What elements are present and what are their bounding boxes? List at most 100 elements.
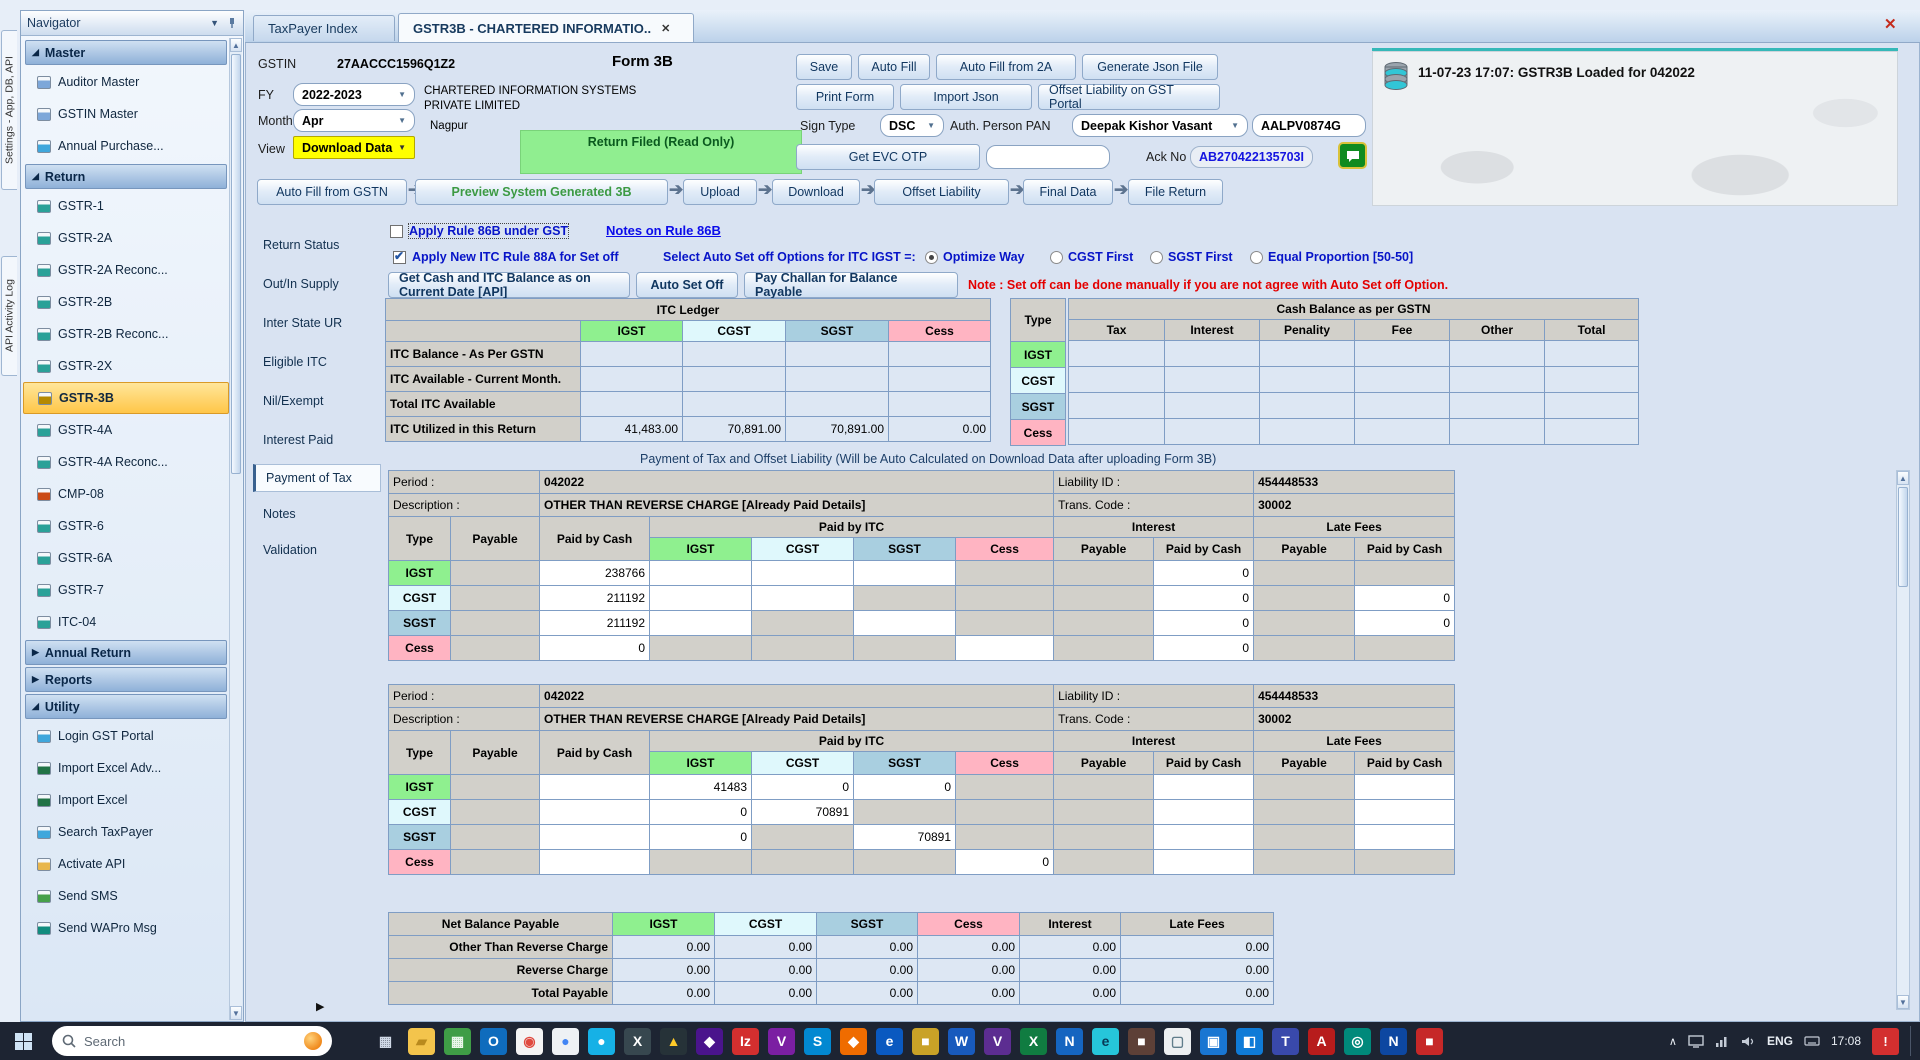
editable-cell[interactable]: 70891 (854, 825, 956, 850)
sign-type-select[interactable]: DSC▼ (880, 114, 944, 137)
taskbar-app-icon[interactable]: ▣ (1200, 1028, 1227, 1055)
editable-cell[interactable]: 0 (1154, 586, 1254, 611)
taskbar-app-icon[interactable]: e (1092, 1028, 1119, 1055)
navigator-scrollbar[interactable]: ▲ ▼ (229, 38, 242, 1020)
section-nav-nil-exempt[interactable]: Nil/Exempt (253, 387, 381, 415)
tab-close-icon[interactable]: ✕ (661, 22, 670, 35)
notes-on-rule86b-link[interactable]: Notes on Rule 86B (606, 223, 721, 238)
section-nav-interest-paid[interactable]: Interest Paid (253, 426, 381, 454)
navigator-scroll-thumb[interactable] (231, 54, 241, 474)
taskbar-app-icon[interactable]: ● (588, 1028, 615, 1055)
pay-challan-button[interactable]: Pay Challan for Balance Payable (744, 272, 958, 298)
taskbar-app-icon[interactable]: N (1056, 1028, 1083, 1055)
sidebar-item-gstr-2a[interactable]: GSTR-2A (23, 222, 229, 254)
sidebar-item-gstr-2a-reconc-[interactable]: GSTR-2A Reconc... (23, 254, 229, 286)
workflow-offset-liability-button[interactable]: Offset Liability (874, 179, 1009, 205)
main-scrollbar[interactable]: ▲ ▼ (1896, 470, 1910, 1010)
taskbar-app-icon[interactable]: ▦ (372, 1028, 399, 1055)
rule88a-checkbox[interactable] (393, 251, 406, 264)
pin-icon[interactable] (227, 17, 237, 29)
sidebar-item-send-sms[interactable]: Send SMS (23, 880, 229, 912)
taskbar-app-icon[interactable]: S (804, 1028, 831, 1055)
taskbar-app-icon[interactable]: ◧ (1236, 1028, 1263, 1055)
evc-otp-input[interactable] (986, 145, 1110, 169)
auto-set-off-button[interactable]: Auto Set Off (636, 272, 738, 298)
editable-cell[interactable]: 0 (752, 775, 854, 800)
sidebar-item-itc-04[interactable]: ITC-04 (23, 606, 229, 638)
radio-equal-proportion-50-50-[interactable] (1250, 251, 1263, 264)
workflow-upload-button[interactable]: Upload (683, 179, 757, 205)
editable-cell[interactable]: 0 (1154, 611, 1254, 636)
print-form-button[interactable]: Print Form (796, 84, 894, 110)
taskbar-app-icon[interactable]: ▢ (1164, 1028, 1191, 1055)
taskbar-search[interactable]: Search (52, 1026, 332, 1056)
tray-expand-icon[interactable]: ∧ (1669, 1035, 1677, 1048)
language-indicator[interactable]: ENG (1767, 1034, 1793, 1048)
taskbar-app-icon[interactable]: ● (552, 1028, 579, 1055)
auto-fill-button[interactable]: Auto Fill (858, 54, 930, 80)
scroll-up-icon[interactable]: ▲ (1897, 471, 1909, 485)
editable-cell[interactable]: 0 (1154, 636, 1254, 661)
editable-cell[interactable] (1154, 825, 1254, 850)
api-activity-log-vertical-tab[interactable]: API Activity Log (1, 256, 17, 376)
section-nav-eligible-itc[interactable]: Eligible ITC (253, 348, 381, 376)
tab-taxpayer-index[interactable]: TaxPayer Index (253, 15, 395, 41)
auth-person-select[interactable]: Deepak Kishor Vasant▼ (1072, 114, 1248, 137)
scroll-up-icon[interactable]: ▲ (230, 38, 242, 52)
editable-cell[interactable]: 0 (956, 850, 1054, 875)
sidebar-item-import-excel[interactable]: Import Excel (23, 784, 229, 816)
sidebar-item-cmp-08[interactable]: CMP-08 (23, 478, 229, 510)
taskbar-app-icon[interactable]: ◆ (696, 1028, 723, 1055)
taskbar-app-icon[interactable]: A (1308, 1028, 1335, 1055)
taskbar-app-icon[interactable]: ▰ (408, 1028, 435, 1055)
sidebar-item-gstr-4a-reconc-[interactable]: GSTR-4A Reconc... (23, 446, 229, 478)
editable-cell[interactable] (1154, 850, 1254, 875)
taskbar-app-icon[interactable]: ◎ (1344, 1028, 1371, 1055)
section-nav-validation[interactable]: Validation (253, 536, 381, 564)
taskbar-app-icon[interactable]: W (948, 1028, 975, 1055)
editable-cell[interactable] (1355, 775, 1455, 800)
taskbar-app-icon[interactable]: ■ (912, 1028, 939, 1055)
section-nav-return-status[interactable]: Return Status (253, 231, 381, 259)
chat-icon[interactable] (1338, 142, 1367, 169)
editable-cell[interactable]: 41483 (650, 775, 752, 800)
sidebar-item-auditor-master[interactable]: Auditor Master (23, 66, 229, 98)
editable-cell[interactable] (540, 825, 650, 850)
editable-cell[interactable] (854, 561, 956, 586)
section-nav-payment-of-tax[interactable]: Payment of Tax (253, 464, 381, 492)
sidebar-item-activate-api[interactable]: Activate API (23, 848, 229, 880)
keyboard-icon[interactable] (1804, 1035, 1820, 1047)
taskbar-app-icon[interactable]: ▲ (660, 1028, 687, 1055)
sidebar-item-gstr-2x[interactable]: GSTR-2X (23, 350, 229, 382)
taskbar-app-icon[interactable]: ◆ (840, 1028, 867, 1055)
clock[interactable]: 17:08 (1831, 1034, 1861, 1048)
editable-cell[interactable] (650, 561, 752, 586)
pan-field[interactable]: AALPV0874G (1252, 114, 1366, 137)
editable-cell[interactable] (540, 775, 650, 800)
editable-cell[interactable] (650, 611, 752, 636)
radio-cgst-first[interactable] (1050, 251, 1063, 264)
sidebar-item-gstr-2b[interactable]: GSTR-2B (23, 286, 229, 318)
editable-cell[interactable]: 70891 (752, 800, 854, 825)
taskbar-app-icon[interactable]: O (480, 1028, 507, 1055)
editable-cell[interactable] (854, 611, 956, 636)
nav-section-return[interactable]: ◢Return (25, 164, 227, 189)
ack-no-value[interactable]: AB270422135703I (1190, 146, 1313, 168)
editable-cell[interactable]: 0 (650, 825, 752, 850)
get-cash-itc-balance-button[interactable]: Get Cash and ITC Balance as on Current D… (388, 272, 630, 298)
editable-cell[interactable] (1154, 775, 1254, 800)
editable-cell[interactable]: 211192 (540, 586, 650, 611)
taskbar-app-icon[interactable]: V (768, 1028, 795, 1055)
sidebar-item-send-wapro-msg[interactable]: Send WAPro Msg (23, 912, 229, 944)
network-icon[interactable] (1715, 1035, 1730, 1047)
taskbar-app-icon[interactable]: T (1272, 1028, 1299, 1055)
sidebar-item-search-taxpayer[interactable]: Search TaxPayer (23, 816, 229, 848)
editable-cell[interactable] (1355, 800, 1455, 825)
fy-select[interactable]: 2022-2023▼ (293, 83, 415, 106)
workflow-preview-system-generated-3b-button[interactable]: Preview System Generated 3B (415, 179, 668, 205)
editable-cell[interactable] (752, 586, 854, 611)
nav-section-reports[interactable]: ▶Reports (25, 667, 227, 692)
workflow-file-return-button[interactable]: File Return (1128, 179, 1223, 205)
chevron-down-icon[interactable]: ▼ (210, 18, 219, 28)
radio-sgst-first[interactable] (1150, 251, 1163, 264)
